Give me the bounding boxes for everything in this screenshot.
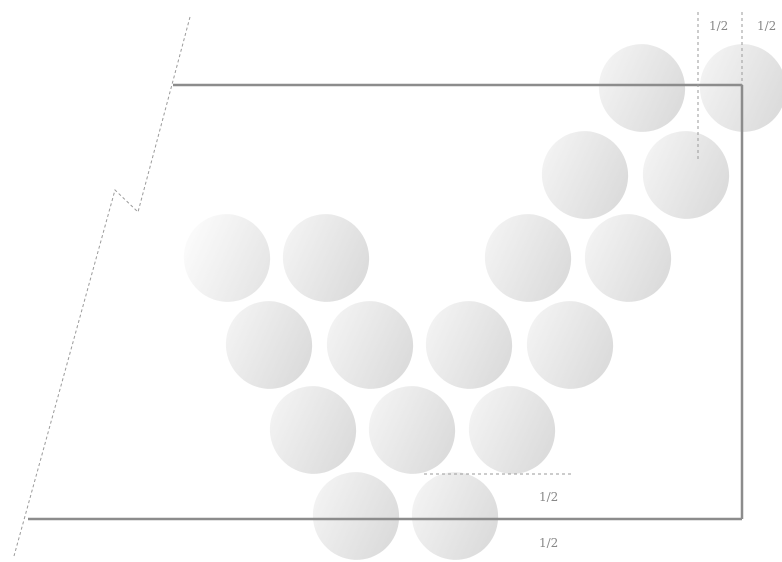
disc-group (183, 44, 782, 560)
disc (411, 472, 499, 560)
label-bottom-upper-half: 1/2 (539, 490, 558, 504)
frame (28, 83, 744, 521)
disc (484, 214, 572, 302)
disc (269, 386, 357, 474)
disc (326, 301, 414, 389)
label-top-right-half: 1/2 (757, 19, 776, 33)
disc (425, 301, 513, 389)
disc (312, 472, 400, 560)
disc (225, 301, 313, 389)
disc (699, 44, 782, 132)
disc (282, 214, 370, 302)
guide-lines (424, 12, 743, 475)
disc (541, 131, 629, 219)
disc (368, 386, 456, 474)
disc (584, 214, 672, 302)
disc (598, 44, 686, 132)
disc (526, 301, 614, 389)
disc (468, 386, 556, 474)
label-top-left-half: 1/2 (709, 19, 728, 33)
break-line (13, 16, 191, 557)
label-bottom-lower-half: 1/2 (539, 536, 558, 550)
disc (642, 131, 730, 219)
disc (183, 214, 271, 302)
